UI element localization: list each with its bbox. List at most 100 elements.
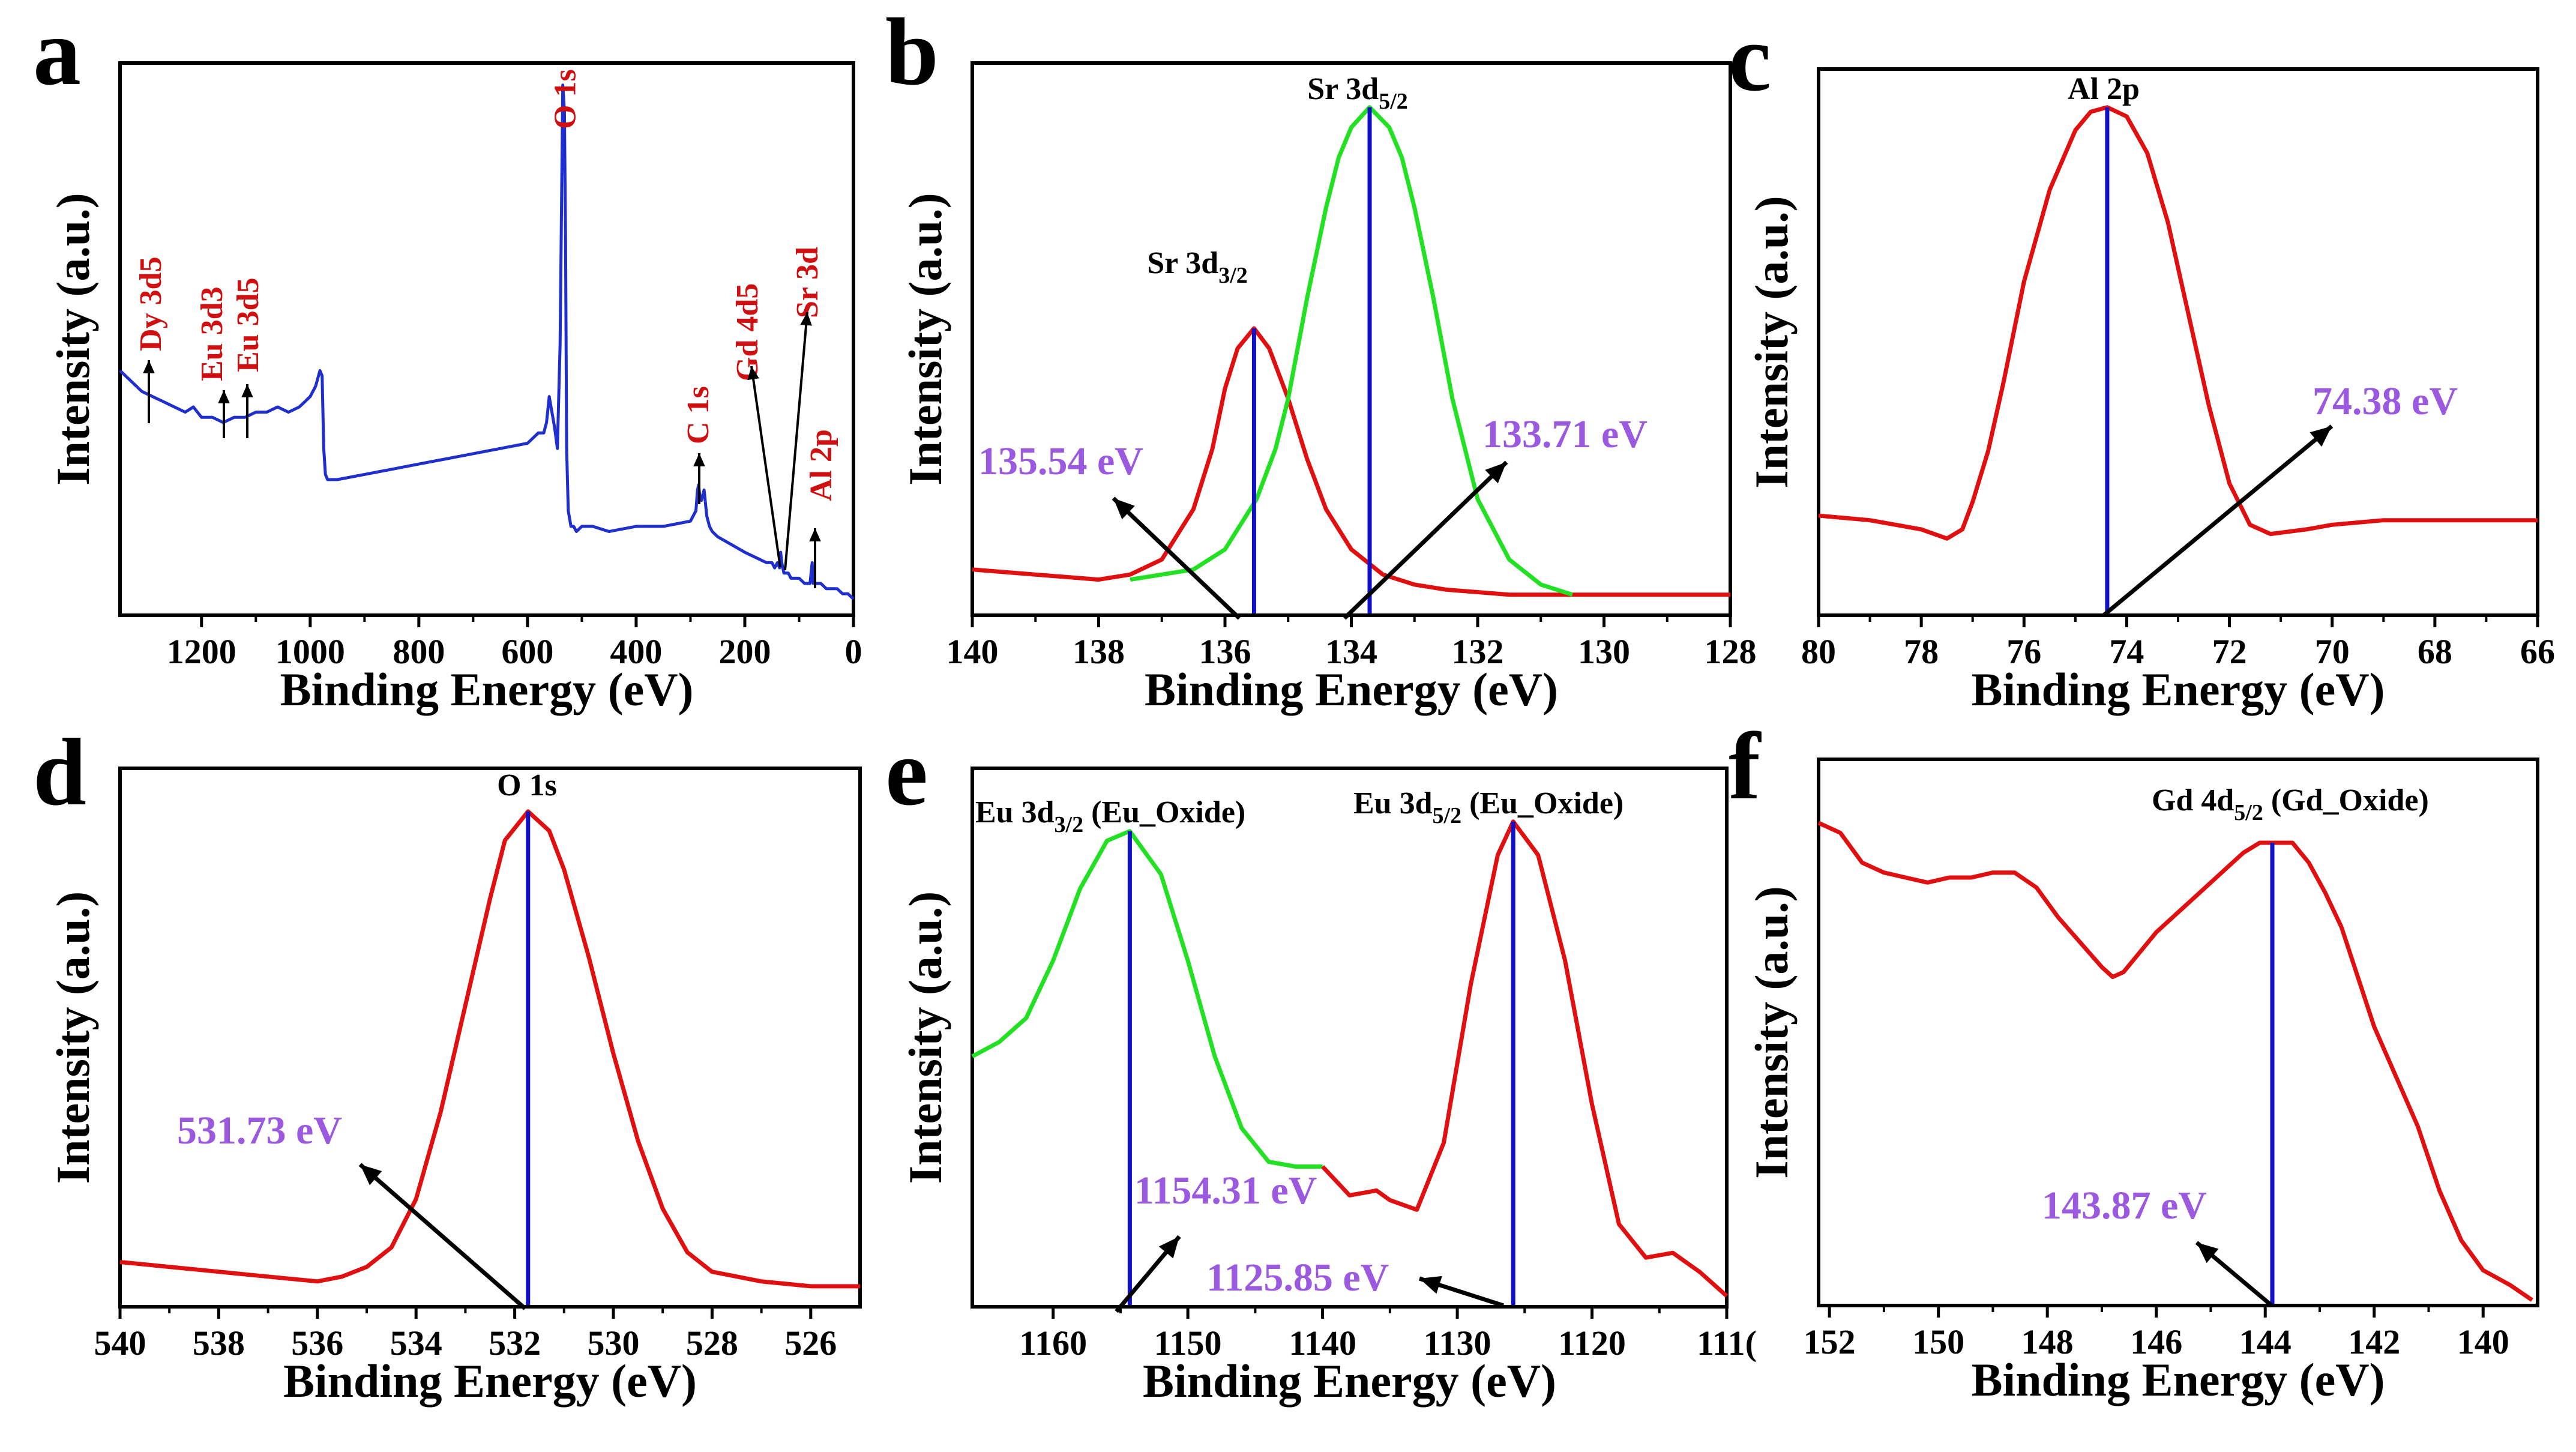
x-tick-label: 1150 [1154,1324,1222,1363]
x-tick-label: 1160 [1019,1324,1087,1363]
peak-label-sub: 3/2 [1218,263,1248,288]
panel-letter: e [885,718,928,825]
peak-label-main: O 1s [497,768,557,803]
peak-label: Al 2p [2068,72,2140,106]
arrow-line [358,1163,527,1310]
panel-letter: c [1729,4,1771,111]
panel-letter: a [33,0,81,105]
peak-label-main: Sr 3d [1307,72,1379,106]
peak-label-tail: (Eu_Oxide) [1461,786,1624,821]
plot-frame [971,61,1732,617]
series-line-0 [1818,105,2538,541]
arrow-head [809,528,821,541]
plot-frame [118,767,862,1309]
arrow-head [693,453,705,466]
arrow-head [241,384,253,397]
binding-energy-value: 133.71 eV [1482,412,1648,456]
x-tick-label: 528 [686,1324,738,1363]
binding-energy-value: 531.73 eV [177,1109,342,1152]
x-tick-label: 68 [2418,632,2452,671]
x-tick-label: 0 [845,632,862,671]
arrow-head [2197,1243,2219,1264]
peak-label: O 1s [497,768,557,803]
x-tick-label: 66 [2520,632,2555,671]
arrow-head [1158,1237,1179,1259]
plot-frame [971,767,1729,1309]
x-tick-label: 111( [1697,1324,1757,1363]
peak-label-main: Eu 3d [975,795,1055,830]
survey-peak-label: Eu 3d3 [195,286,229,381]
peak-label-tail: (Eu_Oxide) [1083,795,1245,830]
x-tick-label: 74 [2109,632,2144,671]
panel-letter: b [885,0,939,105]
series-line-1 [1130,105,1573,597]
panel-letter: f [1729,712,1762,819]
peak-label: Eu 3d5/2 (Eu_Oxide) [1353,786,1624,828]
x-tick-label: 1130 [1424,1324,1491,1363]
x-axis-title: Binding Energy (eV) [1143,1355,1556,1407]
x-tick-label: 600 [501,632,553,671]
x-tick-label: 200 [718,632,771,671]
x-tick-label: 140 [946,632,999,671]
x-tick-label: 152 [1804,1322,1856,1361]
x-tick-label: 146 [2130,1322,2182,1361]
panel-e: 1160 1150 1140 1130 1120 111( Binding Energy (… [885,718,1757,1407]
x-tick-label: 400 [610,632,662,671]
peak-label-main: Gd 4d [2152,783,2234,818]
peak-label-main: Al 2p [2068,72,2140,106]
x-tick-label: 70 [2315,632,2350,671]
peak-label: Sr 3d3/2 [1147,246,1248,288]
peak-label: Gd 4d5/2 (Gd_Oxide) [2152,783,2429,825]
arrow-head [143,360,155,373]
x-tick-label: 72 [2212,632,2247,671]
panel-letter: d [33,718,86,825]
x-axis-title: Binding Energy (eV) [1145,663,1558,715]
survey-peak-label: Dy 3d5 [134,257,168,351]
x-tick-label: 1140 [1289,1324,1356,1363]
survey-peak-label: O 1s [548,69,582,129]
x-tick-label: 134 [1325,632,1377,671]
x-tick-label: 1000 [275,632,345,671]
panels: 1200 1000 800 600 400 200 0 Binding Energy (eV)… [33,0,2555,1407]
peak-label-sub: 5/2 [1433,803,1462,828]
panel-f: 152 150 148 146 144 142 140 Binding Energy (eV)… [1729,712,2539,1406]
panel-d: 540 538 536 534 532 530 528 526 Binding Energy (… [33,718,862,1407]
survey-peak-label: Eu 3d5 [231,277,265,372]
y-axis-title: Intensity (a.u.) [47,193,99,486]
series-line-1 [1321,819,1729,1298]
panel-a: 1200 1000 800 600 400 200 0 Binding Energy (eV)… [33,0,862,715]
survey-peak-label: Sr 3d [790,247,825,318]
y-axis-title: Intensity (a.u.) [899,193,951,486]
x-tick-label: 800 [393,632,445,671]
x-tick-label: 532 [489,1324,541,1363]
x-tick-label: 1200 [167,632,236,671]
x-axis-title: Binding Energy (eV) [280,663,693,715]
arrow-head [747,366,759,381]
x-tick-label: 530 [588,1324,640,1363]
x-tick-label: 142 [2348,1322,2400,1361]
y-axis-title: Intensity (a.u.) [1745,196,1798,489]
y-axis-title: Intensity (a.u.) [47,891,99,1184]
peak-label-sub: 5/2 [2234,800,2263,825]
x-tick-label: 534 [390,1324,442,1363]
x-tick-label: 130 [1578,632,1630,671]
peak-label-sub: 3/2 [1055,812,1084,837]
arrow-line [750,366,781,568]
series-line-0 [1817,821,2533,1302]
x-tick-label: 1120 [1558,1324,1626,1363]
arrow-head [2310,426,2332,447]
plot-frame [1817,758,2539,1307]
arrow-line [2102,424,2334,617]
arrow-head [1113,498,1135,520]
x-tick-label: 138 [1073,632,1125,671]
binding-energy-value: 1125.85 eV [1206,1256,1389,1300]
binding-energy-value: 74.38 eV [2313,379,2458,423]
arrow-line [1112,496,1241,620]
binding-energy-value: 143.87 eV [2042,1184,2207,1228]
series-line-0 [972,326,1730,597]
arrow-head [1485,462,1506,484]
x-tick-label: 144 [2239,1322,2292,1361]
x-tick-label: 132 [1452,632,1504,671]
x-tick-label: 80 [1801,632,1836,671]
